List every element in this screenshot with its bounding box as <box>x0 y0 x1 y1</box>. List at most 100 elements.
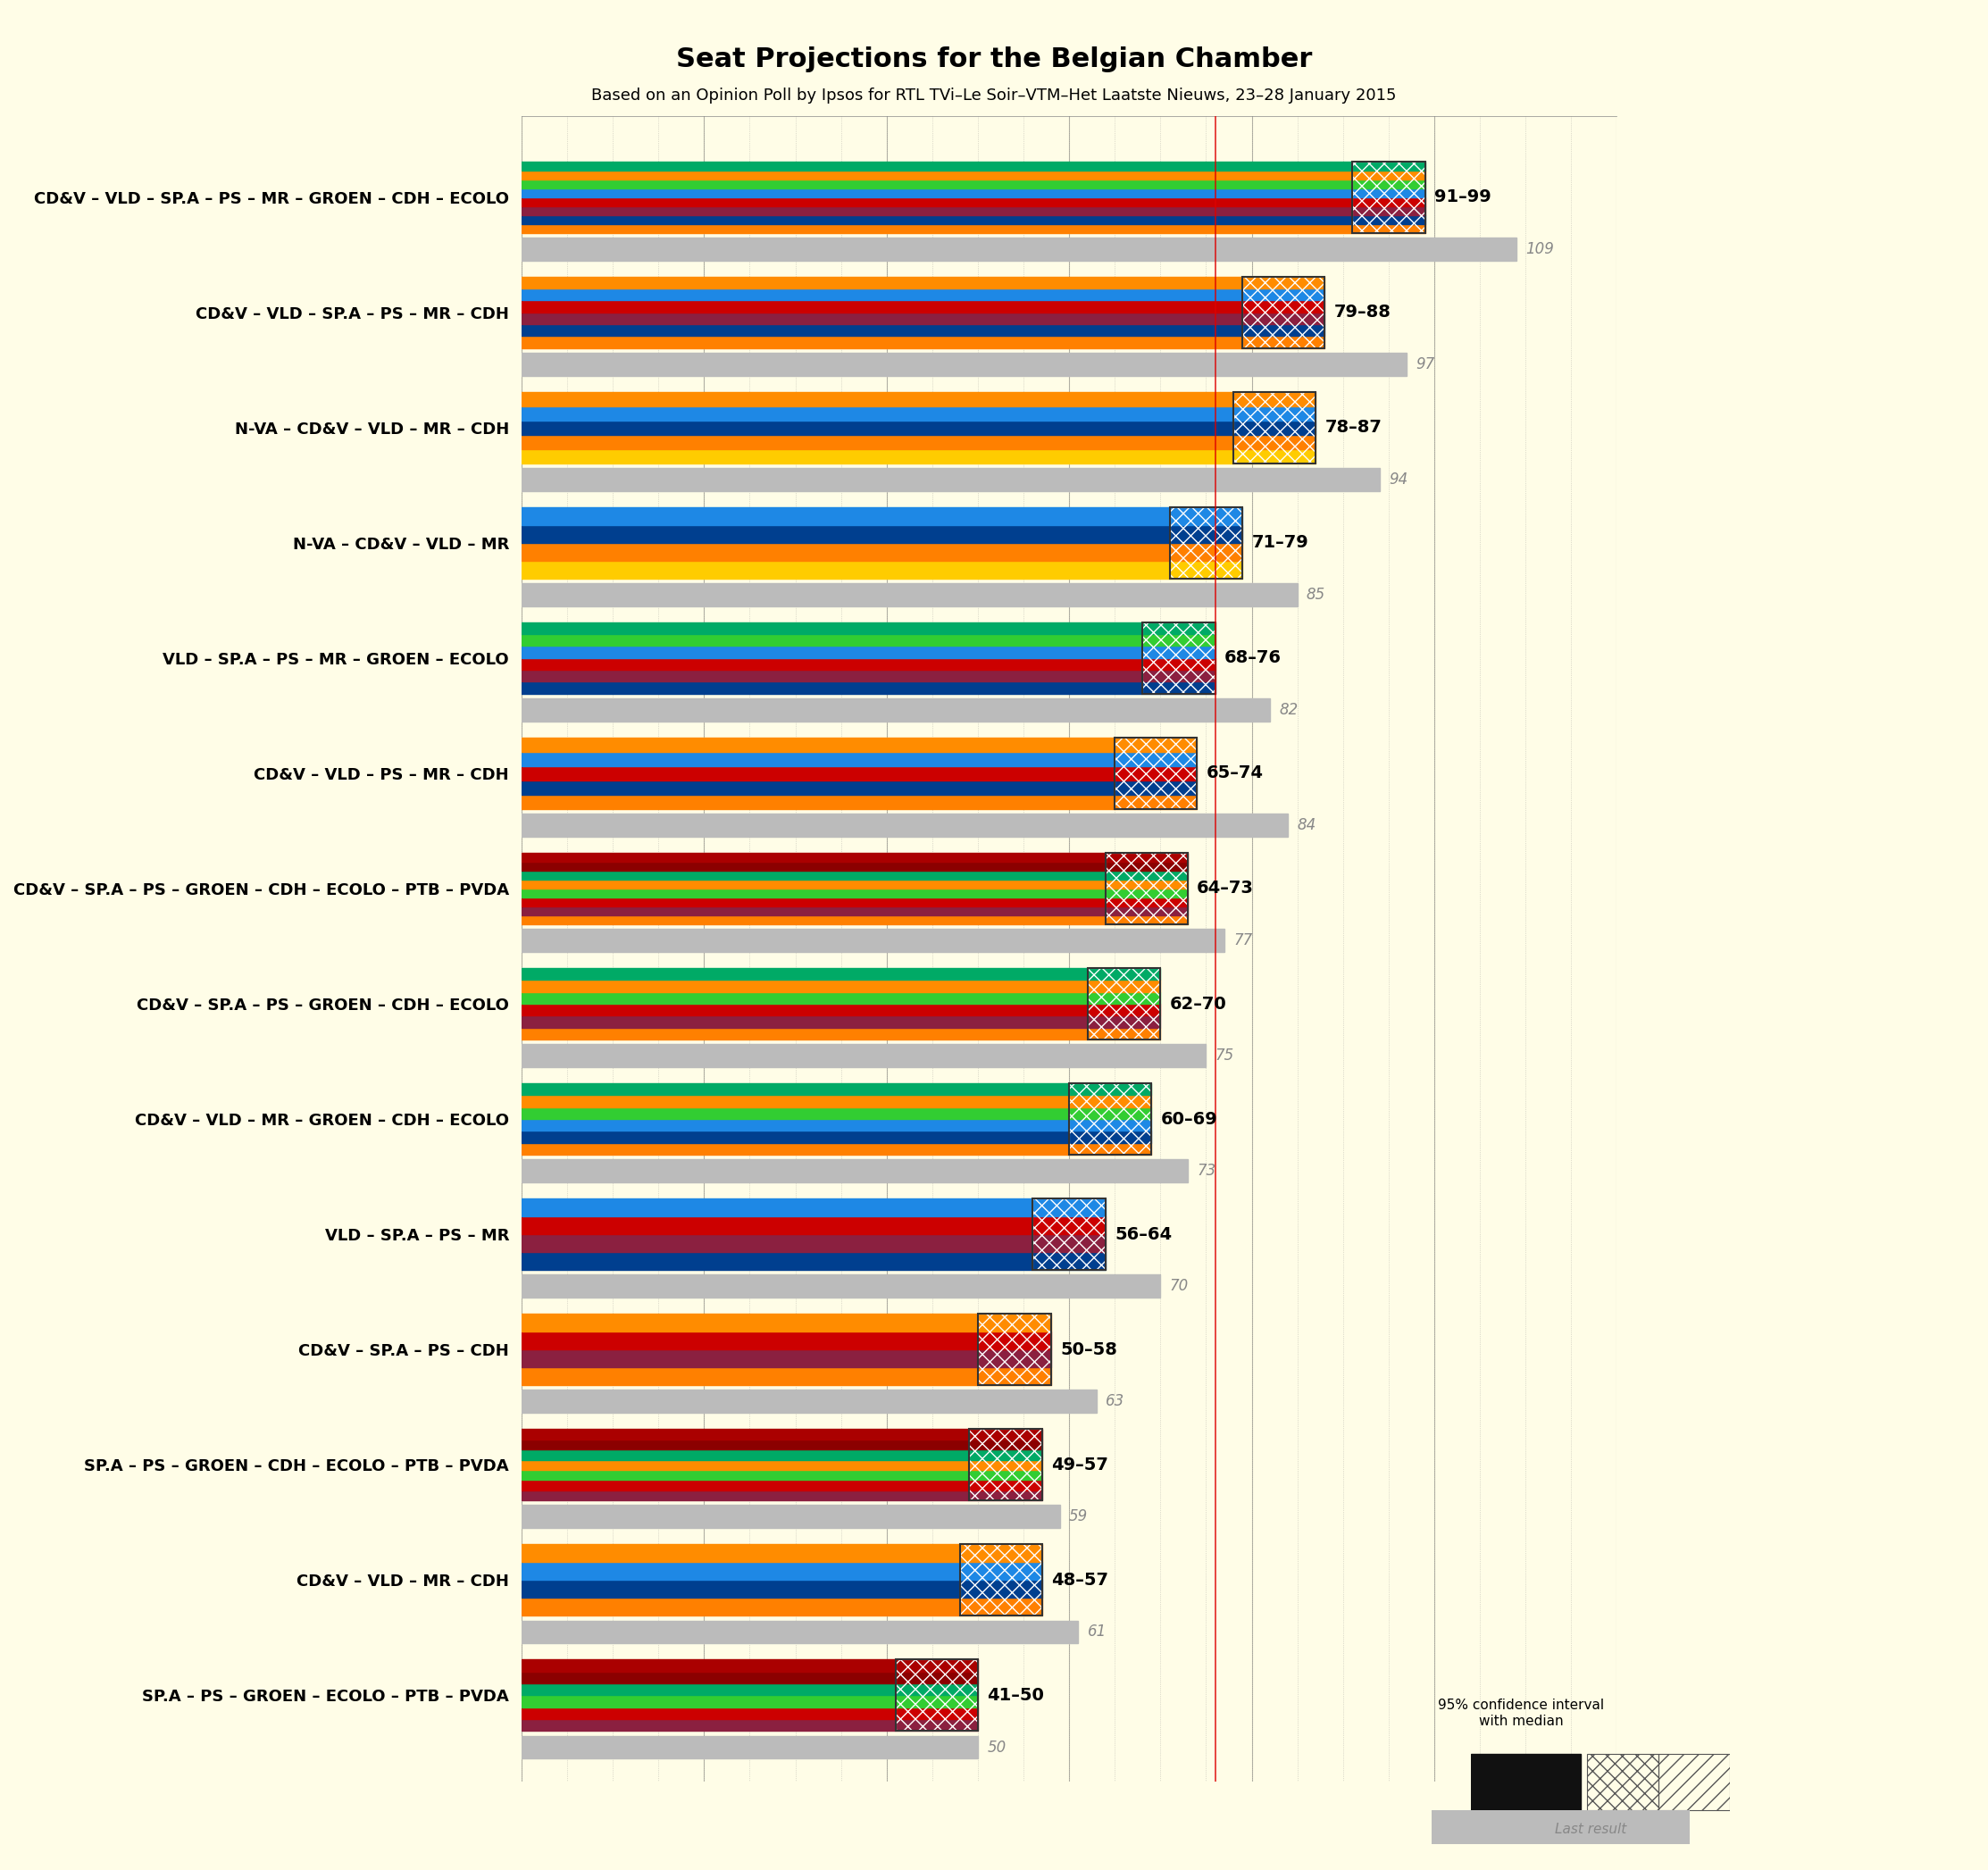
Bar <box>521 1545 1042 1561</box>
Bar <box>521 1253 1105 1270</box>
Text: Last result: Last result <box>1555 1823 1626 1836</box>
Bar <box>521 1470 1042 1481</box>
Text: 79–88: 79–88 <box>1334 303 1392 320</box>
Bar <box>521 1217 1105 1234</box>
Bar <box>521 1696 978 1707</box>
Bar <box>521 1661 978 1672</box>
Bar <box>521 1350 1052 1367</box>
Bar <box>521 189 1425 196</box>
Text: Seat Projections for the Belgian Chamber: Seat Projections for the Belgian Chamber <box>676 47 1312 73</box>
Text: 68–76: 68–76 <box>1225 649 1282 666</box>
Bar <box>521 871 1187 879</box>
Bar <box>521 1234 1105 1253</box>
Bar <box>521 1460 1042 1470</box>
Bar <box>521 1599 1042 1616</box>
Bar <box>1242 277 1324 348</box>
Bar <box>1032 1199 1105 1270</box>
Bar <box>978 1315 1052 1386</box>
Bar <box>521 180 1425 189</box>
Text: 73: 73 <box>1197 1163 1217 1178</box>
Bar <box>521 1735 978 1760</box>
Bar <box>521 1367 1052 1386</box>
Bar <box>521 853 1187 862</box>
Bar <box>521 1159 1187 1182</box>
Bar <box>521 980 1161 991</box>
Bar <box>1070 1083 1151 1156</box>
Bar <box>968 1429 1042 1500</box>
Bar <box>521 1505 1060 1528</box>
Bar <box>960 1545 1042 1616</box>
Bar <box>521 1275 1161 1298</box>
Text: 91–99: 91–99 <box>1433 189 1491 206</box>
Bar <box>968 1429 1042 1500</box>
Bar <box>521 1143 1151 1156</box>
Text: 60–69: 60–69 <box>1161 1111 1217 1128</box>
Bar <box>521 969 1161 980</box>
Bar <box>521 288 1324 301</box>
Bar <box>1105 853 1187 924</box>
Text: 85: 85 <box>1306 587 1326 602</box>
Text: 50: 50 <box>986 1739 1006 1756</box>
Text: 59: 59 <box>1070 1509 1087 1524</box>
Bar <box>521 1096 1151 1107</box>
Bar <box>521 1429 1042 1440</box>
Bar <box>521 658 1215 669</box>
Text: 71–79: 71–79 <box>1252 535 1308 552</box>
Bar <box>1658 1754 1730 1810</box>
Bar <box>521 1683 978 1696</box>
Bar <box>521 813 1288 836</box>
Bar <box>521 1490 1042 1500</box>
Bar <box>1143 623 1215 694</box>
Bar <box>1115 737 1197 810</box>
Bar <box>521 391 1316 406</box>
Bar <box>521 161 1425 170</box>
Bar <box>1105 853 1187 924</box>
Bar <box>521 737 1197 752</box>
Text: 50–58: 50–58 <box>1060 1341 1117 1358</box>
Bar <box>521 907 1187 914</box>
Bar <box>521 324 1324 337</box>
Bar <box>521 645 1215 658</box>
Bar <box>1087 969 1161 1040</box>
Bar <box>1032 1199 1105 1270</box>
Bar <box>521 434 1316 449</box>
Bar <box>521 991 1161 1004</box>
Bar <box>1233 391 1316 464</box>
Text: 61: 61 <box>1087 1623 1107 1640</box>
Bar <box>521 1331 1052 1350</box>
Bar <box>521 888 1187 898</box>
Text: 48–57: 48–57 <box>1052 1571 1107 1590</box>
Bar <box>521 1004 1161 1015</box>
Bar <box>521 914 1187 924</box>
Bar <box>897 1661 978 1732</box>
Bar <box>521 542 1242 561</box>
Bar <box>521 1719 978 1732</box>
Text: 77: 77 <box>1233 933 1252 948</box>
Bar <box>897 1661 978 1732</box>
Text: 94: 94 <box>1388 471 1408 488</box>
Text: 95% confidence interval
with median: 95% confidence interval with median <box>1437 1700 1604 1728</box>
Bar <box>521 1043 1207 1068</box>
Bar <box>521 468 1380 490</box>
Bar <box>1352 161 1425 232</box>
Bar <box>521 929 1225 952</box>
Bar <box>521 683 1215 694</box>
Text: 64–73: 64–73 <box>1197 881 1254 898</box>
Text: 65–74: 65–74 <box>1207 765 1262 782</box>
Bar <box>521 1440 1042 1449</box>
Bar <box>521 1481 1042 1490</box>
Bar <box>1143 623 1215 694</box>
Bar <box>521 1315 1052 1331</box>
Bar <box>521 1199 1105 1217</box>
Bar <box>521 507 1242 525</box>
Text: 63: 63 <box>1105 1393 1125 1410</box>
Bar <box>521 224 1425 232</box>
Bar <box>521 170 1425 180</box>
Bar <box>1242 277 1324 348</box>
Bar <box>521 1015 1161 1028</box>
Bar <box>521 561 1242 578</box>
Bar <box>521 1118 1151 1131</box>
Bar <box>521 780 1197 795</box>
Bar <box>1471 1754 1580 1810</box>
Bar <box>521 337 1324 348</box>
